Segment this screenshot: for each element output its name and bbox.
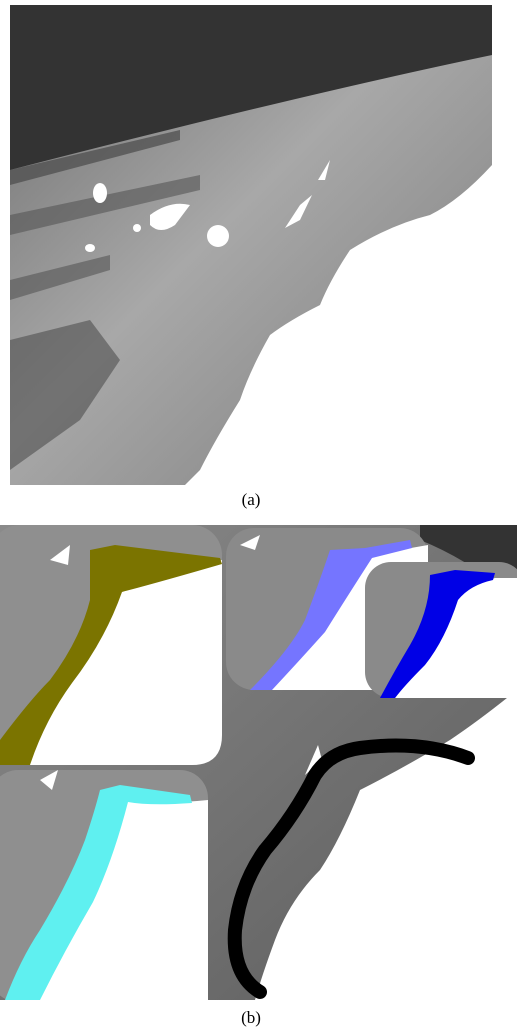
figure-canvas: (a) (b) (0, 0, 517, 1031)
panel-label: (b) (241, 1008, 261, 1027)
figure: (a) (b) (0, 0, 517, 1031)
panel-b-image (0, 525, 517, 1002)
panel-label: (a) (242, 490, 261, 509)
panel-a-image (10, 5, 492, 485)
